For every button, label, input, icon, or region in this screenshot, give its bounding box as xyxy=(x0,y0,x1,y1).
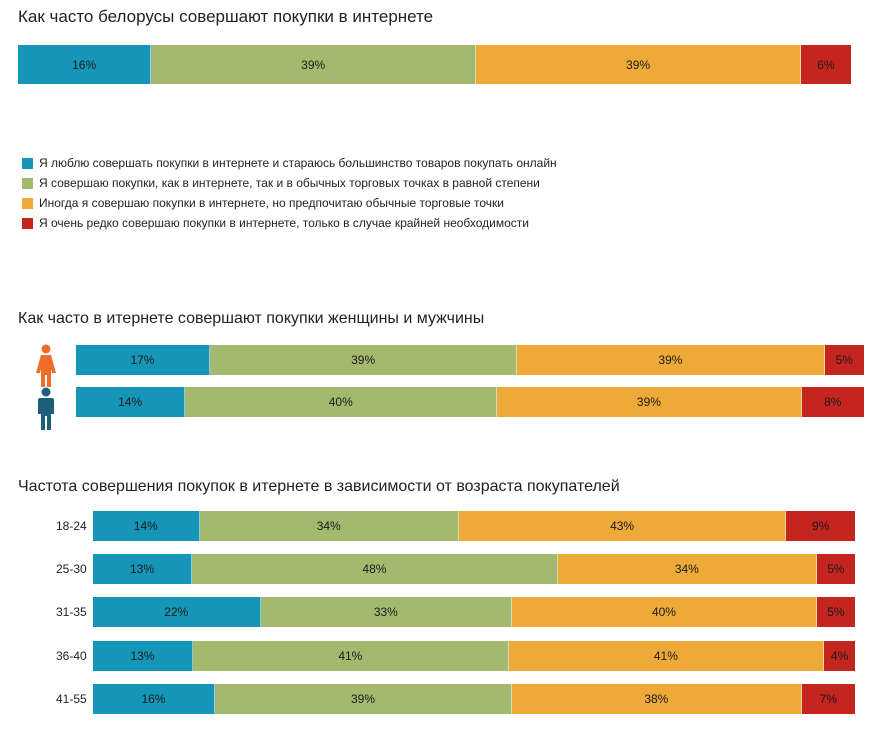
bar-segment: 39% xyxy=(476,45,801,84)
bar-segment: 41% xyxy=(193,641,509,671)
bar-segment: 5% xyxy=(816,554,855,584)
bar-segment: 6% xyxy=(800,45,851,84)
stacked-bar-age-36-40: 13% 41% 41% 4% xyxy=(93,641,855,671)
legend-label: Я очень редко совершаю покупки в интерне… xyxy=(39,216,530,230)
data-label: 5% xyxy=(827,605,845,619)
legend-swatch xyxy=(22,177,33,189)
bar-segment: 14% xyxy=(76,387,186,417)
data-label: 41% xyxy=(338,649,363,663)
legend-item: Я люблю совершать покупки в интернете и … xyxy=(22,153,557,173)
stacked-bar-age-41-55: 16% 39% 38% 7% xyxy=(93,684,855,714)
data-label: 5% xyxy=(835,353,853,367)
legend-swatch xyxy=(22,157,33,169)
data-label: 14% xyxy=(133,519,158,533)
data-label: 39% xyxy=(351,353,376,367)
bar-segment: 5% xyxy=(816,597,855,627)
bar-segment: 14% xyxy=(93,511,200,541)
stacked-bar-female: 17% 39% 39% 5% xyxy=(76,345,864,375)
data-label: 34% xyxy=(316,519,341,533)
age-label: 41-55 xyxy=(56,692,87,706)
data-label: 14% xyxy=(118,395,143,409)
age-label: 25-30 xyxy=(56,562,87,576)
bar-segment: 13% xyxy=(93,554,193,584)
data-label: 34% xyxy=(674,562,699,576)
bar-segment: 4% xyxy=(824,641,855,671)
data-label: 16% xyxy=(141,692,166,706)
data-label: 17% xyxy=(130,353,155,367)
age-label: 36-40 xyxy=(56,649,87,663)
data-label: 6% xyxy=(817,57,835,72)
chart-title-gender: Как часто в итернете совершают покупки ж… xyxy=(18,310,485,327)
data-label: 16% xyxy=(72,57,97,72)
bar-segment: 16% xyxy=(93,684,215,714)
bar-segment: 38% xyxy=(512,684,802,714)
bar-segment: 40% xyxy=(512,597,817,627)
bar-segment: 41% xyxy=(508,641,825,671)
bar-segment: 33% xyxy=(260,597,513,627)
legend-item: Я совершаю покупки, как в интернете, так… xyxy=(22,173,557,193)
data-label: 40% xyxy=(328,395,353,409)
data-label: 39% xyxy=(301,57,326,72)
bar-segment: 16% xyxy=(18,45,152,84)
data-label: 48% xyxy=(362,562,387,576)
chart-title-overall: Как часто белорусы совершают покупки в и… xyxy=(18,7,434,26)
legend-label: Я люблю совершать покупки в интернете и … xyxy=(39,156,557,170)
data-label: 39% xyxy=(658,353,683,367)
data-label: 38% xyxy=(644,692,669,706)
bar-segment: 40% xyxy=(185,387,498,417)
legend-item: Иногда я совершаю покупки в интернете, н… xyxy=(22,193,557,213)
bar-segment: 43% xyxy=(458,511,787,541)
bar-segment: 48% xyxy=(192,554,558,584)
data-label: 7% xyxy=(819,692,837,706)
bar-segment: 39% xyxy=(214,684,513,714)
chart-title-age: Частота совершения покупок в итернете в … xyxy=(18,478,620,495)
bar-segment: 39% xyxy=(517,345,825,375)
data-label: 41% xyxy=(653,649,678,663)
legend-swatch xyxy=(22,197,33,209)
bar-segment: 8% xyxy=(801,387,864,417)
data-label: 9% xyxy=(812,519,830,533)
bar-segment: 22% xyxy=(93,597,261,627)
female-person-icon xyxy=(36,344,56,387)
bar-segment: 7% xyxy=(801,684,855,714)
bar-segment: 5% xyxy=(824,345,864,375)
age-label: 31-35 xyxy=(56,605,87,619)
data-label: 43% xyxy=(610,519,635,533)
legend-label: Я совершаю покупки, как в интернете, так… xyxy=(39,176,540,190)
stacked-bar-age-18-24: 14% 34% 43% 9% xyxy=(93,511,855,541)
data-label: 22% xyxy=(164,605,189,619)
stacked-bar-age-31-35: 22% 33% 40% 5% xyxy=(93,597,855,627)
stacked-bar-overall: 16% 39% 39% 6% xyxy=(18,45,851,84)
data-label: 13% xyxy=(130,649,155,663)
bar-segment: 39% xyxy=(151,45,477,84)
bar-segment: 34% xyxy=(557,554,817,584)
data-label: 39% xyxy=(626,57,651,72)
data-label: 5% xyxy=(827,562,845,576)
legend-item: Я очень редко совершаю покупки в интерне… xyxy=(22,213,557,233)
data-label: 13% xyxy=(130,562,155,576)
stacked-bar-male: 14% 40% 39% 8% xyxy=(76,387,864,417)
bar-segment: 13% xyxy=(93,641,194,671)
data-label: 4% xyxy=(830,649,849,663)
bar-segment: 39% xyxy=(497,387,802,417)
age-label: 18-24 xyxy=(56,519,87,533)
data-label: 40% xyxy=(651,605,676,619)
male-person-icon xyxy=(38,387,54,430)
bar-segment: 39% xyxy=(209,345,518,375)
bar-segment: 9% xyxy=(786,511,855,541)
data-label: 39% xyxy=(350,692,375,706)
legend-label: Иногда я совершаю покупки в интернете, н… xyxy=(39,196,504,210)
data-label: 8% xyxy=(824,395,842,409)
stacked-bar-age-25-30: 13% 48% 34% 5% xyxy=(93,554,855,584)
data-label: 33% xyxy=(373,605,398,619)
bar-segment: 34% xyxy=(199,511,459,541)
legend: Я люблю совершать покупки в интернете и … xyxy=(22,153,557,233)
data-label: 39% xyxy=(636,395,661,409)
bar-segment: 17% xyxy=(76,345,210,375)
legend-swatch xyxy=(22,217,33,229)
